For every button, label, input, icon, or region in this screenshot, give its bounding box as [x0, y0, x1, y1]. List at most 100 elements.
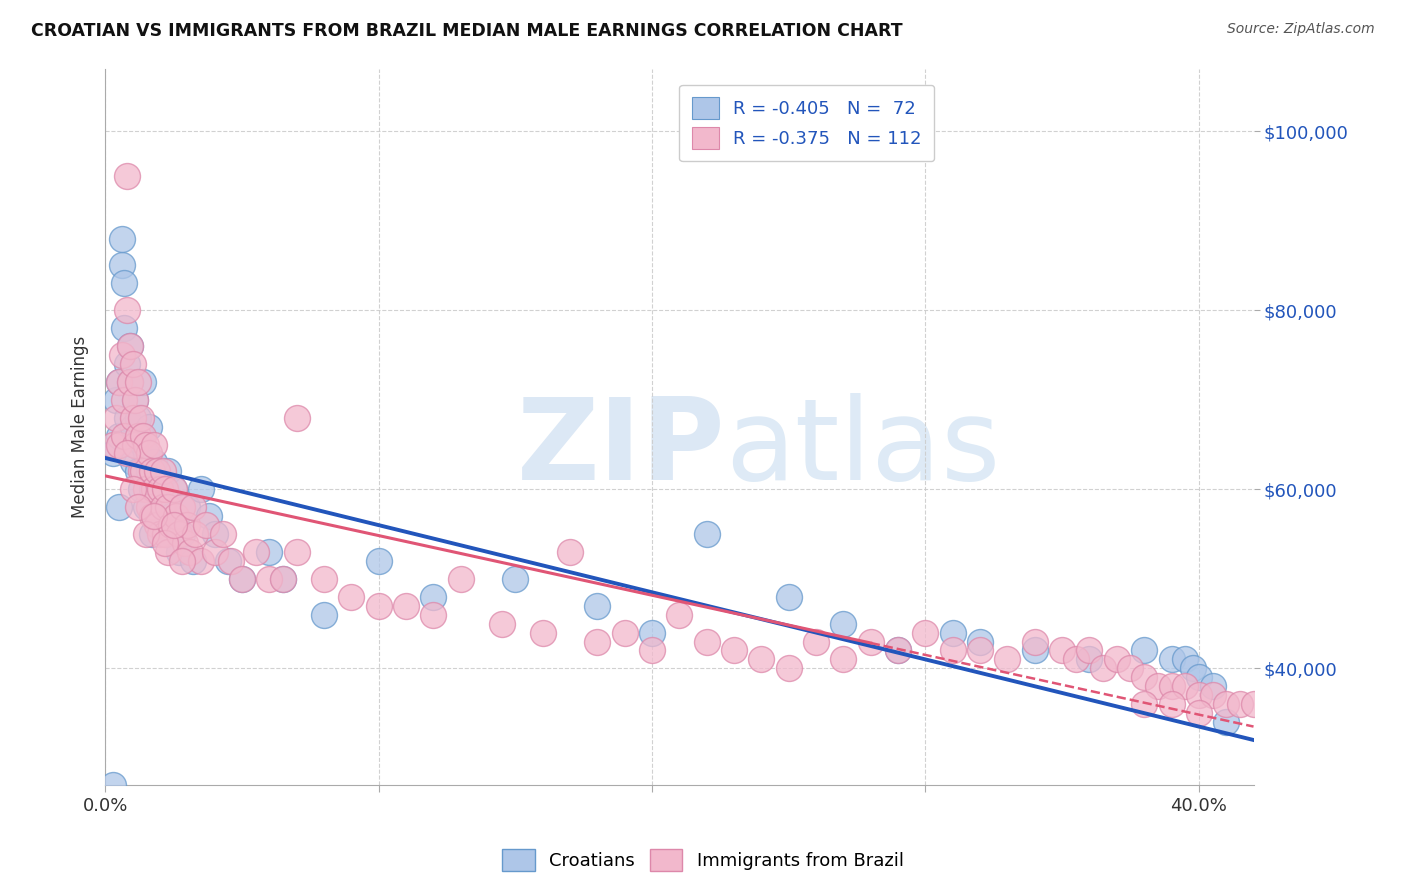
Point: [152, 464, 174, 478]
Point: [778, 590, 800, 604]
Point: [211, 527, 233, 541]
Point: [217, 554, 239, 568]
Point: [668, 607, 690, 622]
Point: [143, 455, 166, 469]
Point: [124, 392, 146, 407]
Point: [146, 518, 169, 533]
Point: [149, 483, 172, 497]
Point: [1229, 697, 1251, 711]
Point: [115, 303, 138, 318]
Point: [1182, 661, 1205, 675]
Point: [195, 518, 218, 533]
Point: [204, 545, 226, 559]
Point: [1243, 697, 1265, 711]
Point: [751, 652, 773, 666]
Point: [162, 518, 184, 533]
Point: [219, 554, 242, 568]
Point: [450, 572, 472, 586]
Point: [170, 500, 193, 515]
Point: [1133, 643, 1156, 657]
Point: [152, 500, 174, 515]
Point: [143, 483, 166, 497]
Point: [121, 483, 143, 497]
Point: [157, 500, 180, 515]
Point: [162, 483, 184, 497]
Point: [969, 634, 991, 648]
Point: [1215, 697, 1237, 711]
Point: [259, 572, 281, 586]
Point: [138, 419, 160, 434]
Point: [586, 599, 609, 613]
Point: [696, 634, 718, 648]
Point: [1174, 679, 1197, 693]
Point: [118, 339, 141, 353]
Point: [108, 375, 131, 389]
Point: [115, 446, 138, 460]
Point: [1024, 643, 1046, 657]
Point: [395, 599, 418, 613]
Point: [127, 500, 149, 515]
Point: [112, 277, 135, 291]
Point: [157, 545, 180, 559]
Point: [155, 536, 177, 550]
Point: [121, 357, 143, 371]
Point: [141, 509, 163, 524]
Point: [1133, 670, 1156, 684]
Point: [696, 527, 718, 541]
Point: [149, 483, 172, 497]
Point: [1133, 697, 1156, 711]
Point: [115, 357, 138, 371]
Point: [558, 545, 581, 559]
Point: [179, 545, 201, 559]
Point: [127, 375, 149, 389]
Point: [1201, 688, 1223, 702]
Point: [155, 527, 177, 541]
Point: [942, 625, 965, 640]
Point: [1215, 715, 1237, 730]
Point: [422, 607, 444, 622]
Point: [367, 599, 389, 613]
Point: [1146, 679, 1168, 693]
Point: [505, 572, 527, 586]
Point: [103, 778, 125, 792]
Point: [132, 428, 155, 442]
Point: [1201, 679, 1223, 693]
Point: [157, 464, 180, 478]
Point: [149, 527, 172, 541]
Point: [190, 483, 212, 497]
Point: [1160, 652, 1182, 666]
Point: [165, 518, 187, 533]
Point: [340, 590, 363, 604]
Point: [181, 554, 204, 568]
Point: [1078, 652, 1101, 666]
Point: [1188, 688, 1211, 702]
Point: [613, 625, 636, 640]
Point: [1050, 643, 1073, 657]
Point: [176, 518, 198, 533]
Point: [143, 509, 166, 524]
Point: [271, 572, 294, 586]
Point: [108, 428, 131, 442]
Point: [132, 437, 155, 451]
Point: [1078, 643, 1101, 657]
Legend: R = -0.405   N =  72, R = -0.375   N = 112: R = -0.405 N = 72, R = -0.375 N = 112: [679, 85, 935, 161]
Point: [804, 634, 827, 648]
Point: [259, 545, 281, 559]
Y-axis label: Median Male Earnings: Median Male Earnings: [72, 335, 89, 517]
Point: [170, 527, 193, 541]
Point: [124, 437, 146, 451]
Point: [1160, 697, 1182, 711]
Point: [184, 527, 207, 541]
Point: [1188, 670, 1211, 684]
Point: [723, 643, 745, 657]
Point: [204, 527, 226, 541]
Point: [127, 428, 149, 442]
Point: [152, 500, 174, 515]
Point: [105, 410, 128, 425]
Point: [167, 527, 190, 541]
Point: [127, 410, 149, 425]
Point: [859, 634, 882, 648]
Point: [124, 392, 146, 407]
Point: [167, 545, 190, 559]
Point: [103, 437, 125, 451]
